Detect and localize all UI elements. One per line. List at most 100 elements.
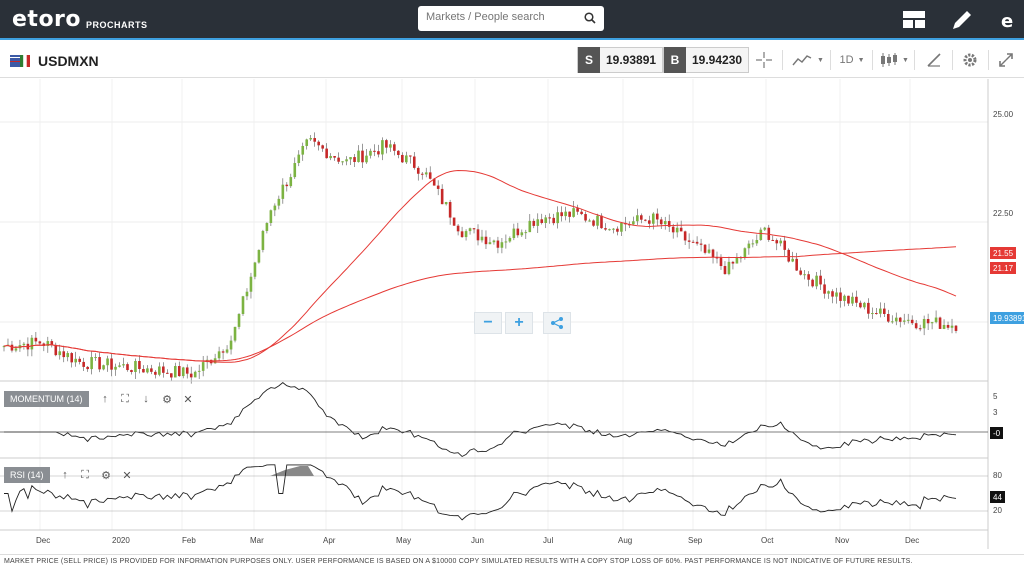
candle [229,340,233,350]
candle [823,284,826,294]
candle [859,302,862,308]
candle [906,319,910,321]
candle [217,351,221,359]
candle [488,242,492,245]
maximize-icon[interactable]: ⛶ [81,468,89,481]
candle [894,317,898,322]
candle [134,361,137,373]
candle [879,308,882,314]
x-label: Jul [543,536,554,545]
candle [791,258,794,262]
candle [389,144,392,148]
candle [277,198,281,206]
candle [695,241,699,244]
chart-type-button[interactable]: ▼ [788,47,828,73]
candle [126,364,129,371]
candle [787,249,791,262]
symbol-name[interactable]: USDMXN [38,53,99,69]
close-icon[interactable]: ✕ [183,393,193,406]
price-chart[interactable] [0,79,1024,549]
candle [357,150,360,162]
rsi-axis-20: 20 [993,506,1002,515]
x-label: Dec [36,536,51,545]
gear-icon[interactable]: ⚙ [162,393,172,406]
candle [349,157,352,160]
candle [843,295,846,301]
candle [452,217,456,226]
candle [281,184,285,199]
candle [285,184,289,187]
maximize-icon[interactable]: ⛶ [121,392,129,405]
candle [464,231,468,238]
search-input[interactable] [426,11,576,23]
pencil-icon[interactable] [950,8,974,32]
layout-icon[interactable] [902,8,926,32]
candle [54,344,58,356]
etoro-e-icon[interactable]: e [996,8,1020,32]
candle [74,358,77,363]
line-chart-icon [792,55,812,66]
candle [632,221,635,225]
candle [38,341,42,344]
candle [22,343,26,346]
candle [950,325,954,328]
chevron-down-icon: ▼ [857,56,865,64]
close-icon[interactable]: ✕ [122,469,132,482]
sell-price: 19.93891 [606,53,657,67]
x-label: 2020 [112,536,130,545]
candle [871,313,874,315]
toolbar-divider [830,50,831,70]
candle [667,221,671,227]
x-label: Oct [761,536,774,545]
buy-tag: B [664,47,686,73]
etoro-logo[interactable]: etoro [12,7,82,32]
crosshair-button[interactable] [750,47,778,73]
move-up-icon[interactable]: ↑ [62,469,68,481]
zoom-out-button[interactable]: − [474,312,502,334]
candle [663,221,667,225]
candle [890,321,894,323]
candle [707,249,711,253]
candle [146,368,149,373]
move-up-icon[interactable]: ↑ [102,393,108,405]
candle [508,238,512,242]
gear-icon[interactable]: ⚙ [101,469,111,482]
search-icon[interactable] [584,12,596,24]
candle [440,188,444,205]
toolbar-divider [872,50,873,70]
candle [353,157,356,162]
settings-button[interactable] [956,47,984,73]
interval-dropdown[interactable]: 1D ▼ [834,47,870,73]
candle [592,220,595,226]
indicators-button[interactable]: ▼ [876,47,912,73]
candle [189,373,193,378]
candle [416,167,420,174]
search-box[interactable] [418,6,604,31]
candle [225,349,229,353]
sell-price-box[interactable]: S 19.93891 [577,47,664,73]
x-label: Dec [905,536,920,545]
candle [576,208,579,212]
buy-price-box[interactable]: B 19.94230 [663,47,750,73]
zoom-in-button[interactable]: + [505,312,533,334]
candle [560,212,563,217]
move-down-icon[interactable]: ↓ [143,393,149,405]
rsi-label[interactable]: RSI (14) [4,467,50,483]
fullscreen-button[interactable] [992,47,1020,73]
candle [612,228,615,230]
candle [297,154,301,164]
candle [922,319,926,329]
candle [472,228,476,230]
candle [504,241,508,243]
share-button[interactable] [543,312,571,334]
candle [616,228,619,232]
candle [524,232,528,234]
candle [412,156,416,168]
rsi-axis-80: 80 [993,471,1002,480]
candle [30,337,34,350]
x-label: Sep [688,536,703,545]
drawing-tools-button[interactable] [920,47,948,73]
candle [771,239,775,241]
momentum-label[interactable]: MOMENTUM (14) [4,391,89,407]
candle [500,242,504,248]
